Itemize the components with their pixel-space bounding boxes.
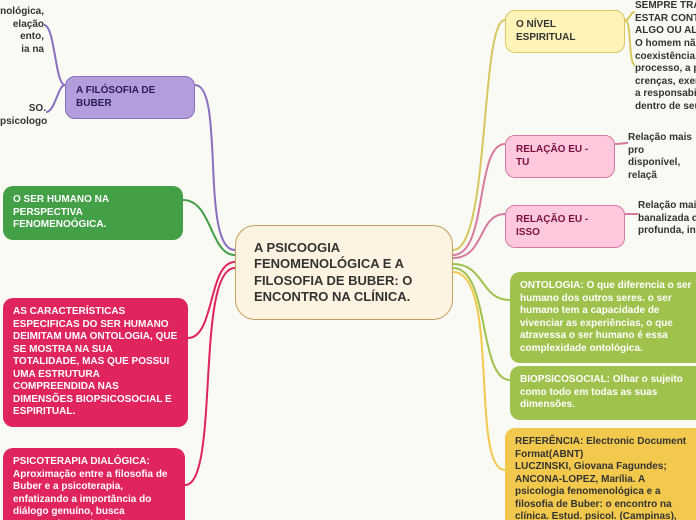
connector-10 (195, 85, 235, 250)
node-relacao-eu-isso[interactable]: RELAÇÃO EU - ISSO (505, 205, 625, 248)
connector-3 (453, 144, 505, 255)
node-ontologia[interactable]: ONTOLOGIA: O que diferencia o ser humano… (510, 272, 696, 363)
node-biopsicosocial[interactable]: BIOPSICOSOCIAL: Olhar o sujeito como tod… (510, 366, 696, 420)
node-ser-humano[interactable]: O SER HUMANO NA PERSPECTIVA FENOMENOÓGIC… (3, 186, 183, 240)
node-psicoterapia[interactable]: PSICOTERAPIA DIALÓGICA: Aproximação entr… (3, 448, 185, 520)
connector-7 (453, 264, 510, 300)
node-nivel-espiritual[interactable]: O NÍVEL ESPIRITUAL (505, 10, 625, 53)
connector-1 (625, 12, 635, 20)
connector-5 (453, 214, 505, 258)
connector-11 (44, 25, 65, 85)
connector-4 (615, 143, 628, 144)
node-buber-desc2: SO.psicologo (0, 103, 46, 128)
connector-12 (46, 85, 65, 112)
center-node[interactable]: A PSICOOGIA FENOMENOLÓGICA E A FILOSOFIA… (235, 225, 453, 320)
node-buber-desc1: nológica,elaçãoento,ia na (0, 6, 44, 56)
node-eu-tu-desc: Relação mais prodisponível, relaçã (628, 132, 696, 182)
connector-2 (625, 20, 635, 65)
connector-14 (188, 262, 235, 338)
node-eu-isso-desc: Relação mais cbanalizada deprofunda, int… (638, 200, 696, 238)
connector-8 (453, 268, 510, 380)
node-referencia[interactable]: REFERÊNCIA: Electronic Document Format(A… (505, 428, 696, 520)
connector-15 (185, 268, 235, 485)
node-caracteristicas[interactable]: AS CARACTERÍSTICAS ESPECIFICAS DO SER HU… (3, 298, 188, 427)
node-espiritual-desc2: O homem nãcoexistência.processo, a pcren… (635, 38, 696, 113)
connector-9 (453, 272, 505, 470)
node-filosofia-buber[interactable]: A FILÓSOFIA DE BUBER (65, 76, 195, 119)
connector-13 (183, 200, 235, 255)
node-espiritual-desc1: SEMPRE TRANESTAR CONTIALGO OU ALG (635, 0, 696, 38)
connector-0 (453, 20, 505, 250)
node-relacao-eu-tu[interactable]: RELAÇÃO EU - TU (505, 135, 615, 178)
